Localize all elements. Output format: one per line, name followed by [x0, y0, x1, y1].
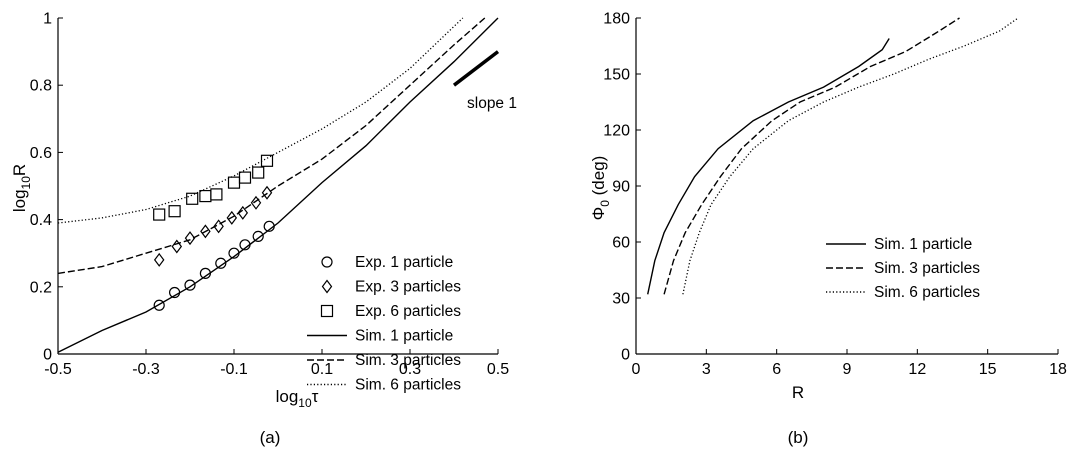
- legend-label-sim-1-particle: Sim. 1 particle: [355, 328, 453, 345]
- x-tick-label: 0.5: [487, 361, 509, 378]
- x-tick-label: 3: [702, 361, 711, 378]
- data-point-exp-1-particle: [184, 279, 196, 291]
- chart-b-y-ticks: 0 30 60 90 120 150 180: [603, 11, 641, 364]
- x-tick-label: 0.1: [311, 361, 333, 378]
- chart-b-y-axis-label: Φ0 (deg): [589, 156, 612, 221]
- data-point-exp-6-particles: [186, 192, 199, 205]
- legend-label-exp-1-particle: Exp. 1 particle: [355, 254, 453, 271]
- data-point-exp-3-particles: [200, 224, 211, 239]
- chart-b-legend: Sim. 1 particle Sim. 3 particles Sim. 6 pa…: [826, 236, 980, 301]
- x-tick-label: -0.5: [44, 361, 72, 378]
- y-tick-label: 1: [43, 11, 52, 28]
- y-tick-label: 60: [612, 235, 630, 252]
- chart-a-series: [57, 17, 499, 353]
- chart-b-x-axis-label: R: [792, 383, 804, 402]
- legend-item-exp-3-particles: Exp. 3 particles: [321, 279, 461, 296]
- legend-label-exp-3-particles: Exp. 3 particles: [355, 279, 461, 296]
- data-point-exp-3-particles: [153, 252, 165, 267]
- data-point-exp-3-particles: [171, 239, 183, 254]
- legend-label-sim-6-particles: Sim. 6 particles: [355, 377, 461, 394]
- y-tick-label: 0.2: [30, 279, 52, 296]
- data-point-exp-6-particles: [153, 208, 166, 221]
- legend-label-sim-3-particles: Sim. 3 particles: [355, 352, 461, 369]
- legend-label-sim-6-particles: Sim. 6 particles: [874, 284, 980, 301]
- legend-item-sim-3-particles: Sim. 3 particles: [307, 352, 461, 369]
- data-point-exp-6-particles: [168, 205, 181, 218]
- chart-b-axes-frame: [635, 18, 1058, 355]
- legend-item-sim-1-particle: Sim. 1 particle: [826, 236, 972, 253]
- data-point-exp-3-particles: [250, 195, 262, 210]
- slope-annotation-label: slope 1: [467, 95, 517, 112]
- data-point-exp-3-particles: [213, 219, 224, 234]
- legend-item-sim-6-particles: Sim. 6 particles: [307, 377, 461, 394]
- data-point-exp-1-particle: [215, 257, 227, 269]
- data-point-exp-3-particles: [237, 205, 249, 220]
- data-point-exp-6-particles: [227, 176, 241, 189]
- y-tick-label: 120: [603, 123, 630, 140]
- y-tick-label: 0.4: [30, 212, 52, 229]
- chart-a-y-axis-label: log10R: [10, 164, 33, 212]
- x-tick-label: 6: [772, 361, 781, 378]
- legend-item-sim-3-particles: Sim. 3 particles: [826, 260, 980, 277]
- y-tick-label: 150: [603, 67, 630, 84]
- x-tick-label: 15: [979, 361, 997, 378]
- legend-item-sim-1-particle: Sim. 1 particle: [307, 328, 453, 345]
- series-line-sim-6-particles: [682, 17, 1019, 295]
- series-line-sim-3-particles: [57, 17, 486, 275]
- data-point-exp-1-particle: [252, 230, 264, 242]
- chart-a-x-axis-label: log10τ: [276, 387, 319, 410]
- legend-item-exp-1-particle: Exp. 1 particle: [321, 254, 453, 271]
- legend-item-sim-6-particles: Sim. 6 particles: [826, 284, 980, 301]
- legend-marker-exp-3-particles: [321, 279, 333, 294]
- chart-a-axes-frame: [57, 18, 498, 355]
- chart-b-series: [647, 17, 1019, 295]
- y-tick-label: 180: [603, 11, 630, 28]
- chart-b-panel-label: (b): [788, 428, 809, 447]
- x-tick-label: 9: [843, 361, 852, 378]
- series-line-sim-6-particles: [57, 17, 464, 224]
- legend-label-sim-3-particles: Sim. 3 particles: [874, 260, 980, 277]
- legend-marker-exp-1-particle: [321, 256, 333, 268]
- series-exp-3-particles: [153, 185, 273, 267]
- data-point-exp-6-particles: [252, 166, 265, 179]
- chart-a-legend: Exp. 1 particle Exp. 3 particles Exp. 6 pa…: [307, 254, 461, 394]
- chart-a-y-ticks: 0 0.2 0.4 0.6 0.8 1: [30, 11, 63, 364]
- series-line-sim-3-particles: [663, 17, 960, 295]
- x-tick-label: 0.3: [399, 361, 421, 378]
- chart-a-x-ticks: -0.5 -0.3 -0.1 0.1 0.3 0.5: [44, 349, 509, 378]
- data-point-exp-1-particle: [153, 299, 165, 311]
- chart-a-panel-label: (a): [260, 428, 281, 447]
- legend-label-sim-1-particle: Sim. 1 particle: [874, 236, 972, 253]
- data-point-exp-6-particles: [238, 171, 252, 184]
- y-tick-label: 0.8: [30, 78, 52, 95]
- chart-a: -0.5 -0.3 -0.1 0.1 0.3 0.5 0 0.2 0.4 0.6 0.8 1 log…: [10, 11, 517, 448]
- legend-item-exp-6-particles: Exp. 6 particles: [320, 303, 461, 320]
- slope-annotation-line: [452, 50, 500, 87]
- data-point-exp-6-particles: [210, 188, 223, 201]
- y-tick-label: 0: [43, 347, 52, 364]
- data-point-exp-6-particles: [199, 189, 212, 203]
- legend-label-exp-6-particles: Exp. 6 particles: [355, 303, 461, 320]
- series-line-sim-1-particle: [57, 17, 499, 353]
- x-tick-label: 18: [1049, 361, 1067, 378]
- chart-b: 0 3 6 9 12 15 18 0 30 60 90 120 150 180 R Φ0 (deg) S…: [589, 11, 1067, 448]
- y-tick-label: 0: [621, 347, 630, 364]
- x-tick-label: -0.3: [132, 361, 160, 378]
- series-line-sim-1-particle: [647, 38, 890, 295]
- chart-b-x-ticks: 0 3 6 9 12 15 18: [632, 349, 1067, 378]
- series-exp-6-particles: [153, 154, 274, 221]
- x-tick-label: 0: [632, 361, 641, 378]
- series-exp-1-particle: [153, 220, 275, 311]
- data-point-exp-3-particles: [226, 210, 238, 225]
- x-tick-label: 12: [908, 361, 926, 378]
- data-point-exp-3-particles: [184, 231, 196, 246]
- y-tick-label: 0.6: [30, 145, 52, 162]
- legend-marker-exp-6-particles: [320, 304, 334, 318]
- y-tick-label: 90: [612, 179, 630, 196]
- x-tick-label: -0.1: [220, 361, 248, 378]
- y-tick-label: 30: [612, 291, 630, 308]
